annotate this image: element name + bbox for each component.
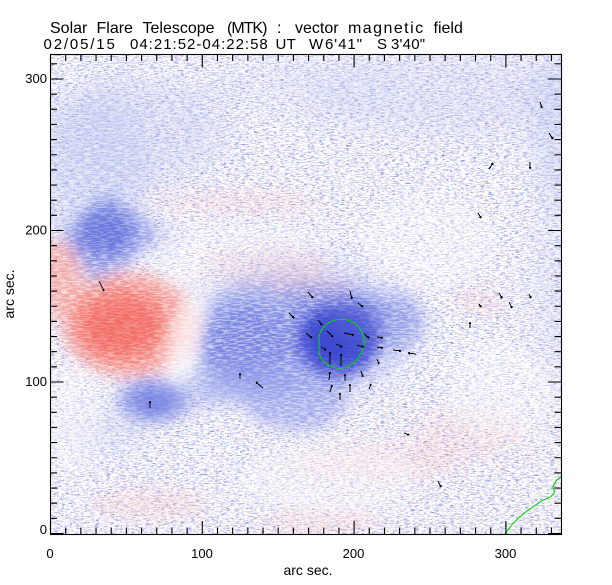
svg-text:0: 0 (46, 546, 53, 561)
svg-text:0: 0 (40, 522, 47, 537)
svg-text:200: 200 (343, 546, 365, 561)
svg-text:300: 300 (495, 546, 517, 561)
svg-text:100: 100 (25, 374, 47, 389)
svg-text:100: 100 (191, 546, 213, 561)
svg-text:arc sec.: arc sec. (283, 562, 332, 578)
svg-text:300: 300 (25, 71, 47, 86)
svg-text:arc sec.: arc sec. (1, 269, 17, 318)
svg-text:200: 200 (25, 223, 47, 238)
